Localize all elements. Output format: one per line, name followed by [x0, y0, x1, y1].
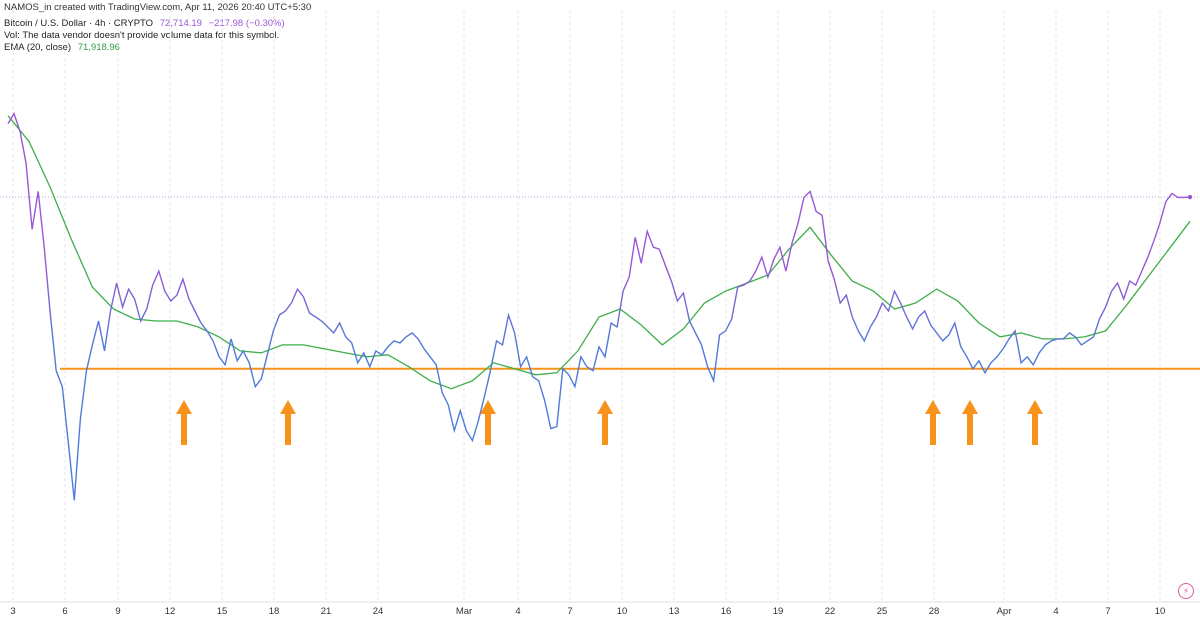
symbol-name: Bitcoin / U.S. Dollar · 4h · CRYPTO	[4, 18, 154, 29]
support-touch-arrows	[176, 400, 1043, 445]
x-tick-label: 25	[877, 606, 888, 617]
x-tick-label: 4	[515, 606, 520, 617]
x-tick-label: 24	[373, 606, 384, 617]
x-tick-label: 6	[62, 606, 67, 617]
chart-legend-header: NAMOS_in created with TradingView.com, A…	[4, 2, 311, 54]
x-tick-label: Mar	[456, 606, 472, 617]
up-arrow-icon	[480, 400, 496, 445]
up-arrow-icon	[1027, 400, 1043, 445]
ema-value: 71,918.96	[77, 42, 120, 53]
ema-legend[interactable]: EMA (20, close) 71,918.96	[4, 42, 311, 54]
x-tick-label: Apr	[997, 606, 1012, 617]
volume-legend[interactable]: Vol: The data vendor doesn't provide vol…	[4, 30, 280, 41]
ema-line	[7, 115, 1191, 390]
x-tick-label: 13	[669, 606, 680, 617]
price-line	[7, 112, 1191, 501]
x-tick-label: 28	[929, 606, 940, 617]
x-tick-label: 19	[773, 606, 784, 617]
x-tick-label: 18	[269, 606, 280, 617]
symbol-price: 72,714.19	[159, 18, 202, 29]
ema-label: EMA (20, close)	[4, 42, 72, 53]
symbol-legend[interactable]: Bitcoin / U.S. Dollar · 4h · CRYPTO 72,7…	[4, 18, 311, 30]
x-tick-label: 16	[721, 606, 732, 617]
x-tick-label: 4	[1053, 606, 1058, 617]
x-tick-label: 22	[825, 606, 836, 617]
vertical-gridlines	[12, 10, 1161, 600]
up-arrow-icon	[597, 400, 613, 445]
symbol-change: −217.98 (−0.30%)	[208, 18, 285, 29]
x-tick-label: 12	[165, 606, 176, 617]
x-tick-label: 21	[321, 606, 332, 617]
last-price-marker	[1187, 194, 1193, 200]
bolt-icon[interactable]: ⚡	[1178, 583, 1194, 599]
x-tick-label: 10	[1155, 606, 1166, 617]
x-tick-label: 9	[115, 606, 120, 617]
up-arrow-icon	[280, 400, 296, 445]
up-arrow-icon	[925, 400, 941, 445]
x-axis[interactable]: 3 6 9 12 15 18 21 24 Mar 4 7 10 13 16 19 22 25 28 Apr 4 7 10	[10, 606, 1165, 617]
x-tick-label: 7	[567, 606, 572, 617]
up-arrow-icon	[962, 400, 978, 445]
x-tick-label: 3	[10, 606, 15, 617]
x-tick-label: 15	[217, 606, 228, 617]
attribution-text: NAMOS_in created with TradingView.com, A…	[4, 2, 312, 13]
x-tick-label: 10	[617, 606, 628, 617]
up-arrow-icon	[176, 400, 192, 445]
x-tick-label: 7	[1105, 606, 1110, 617]
